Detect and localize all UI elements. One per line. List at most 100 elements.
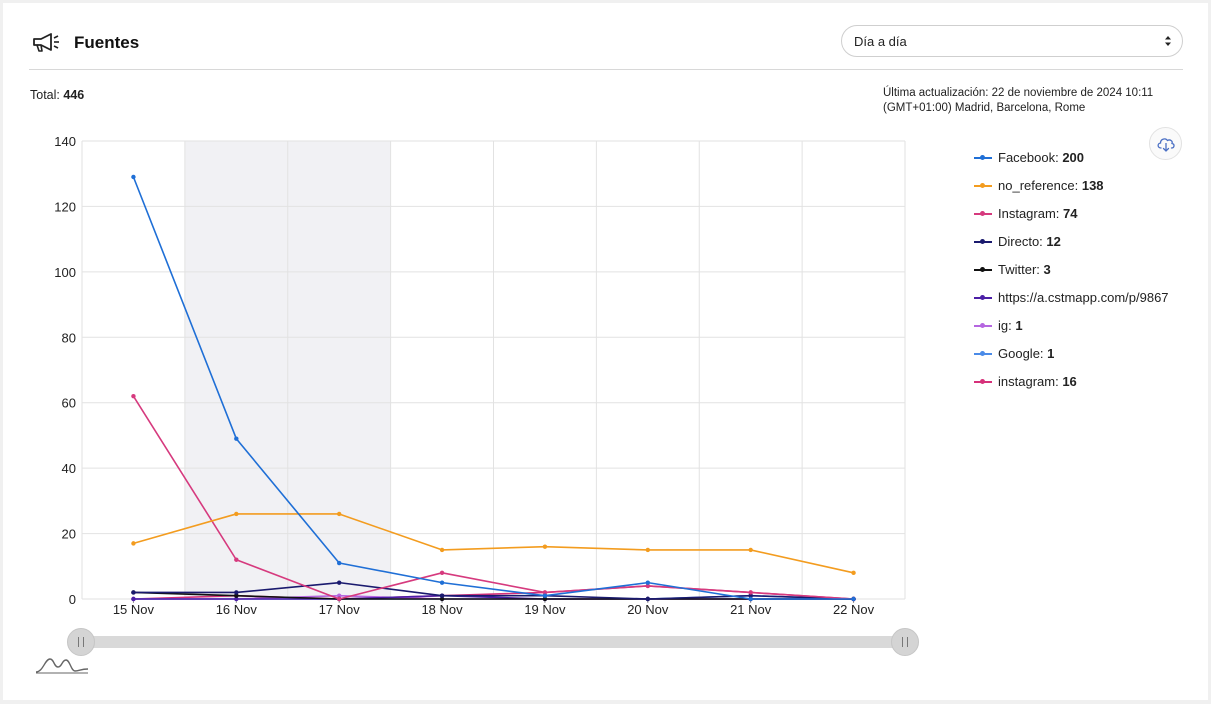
data-point	[645, 596, 651, 602]
legend-series-total: 12	[1046, 234, 1061, 249]
legend-series-name: Twitter:	[998, 262, 1044, 277]
x-tick-label: 16 Nov	[216, 602, 258, 617]
y-tick-label: 20	[62, 527, 76, 542]
y-tick-label: 60	[62, 396, 76, 411]
legend-label: no_reference: 138	[998, 178, 1104, 193]
legend-label: Google: 1	[998, 346, 1054, 361]
data-point	[336, 560, 342, 566]
legend-series-total: 16	[1062, 374, 1077, 389]
card-title: Fuentes	[74, 33, 140, 52]
grip-icon	[902, 637, 908, 647]
x-tick-label: 21 Nov	[730, 602, 772, 617]
data-point	[748, 596, 753, 602]
legend-item[interactable]: Instagram: 74	[971, 203, 1201, 231]
x-tick-label: 19 Nov	[524, 602, 566, 617]
total-value: 446	[63, 88, 85, 102]
legend-item[interactable]: Directo: 12	[971, 231, 1201, 259]
granularity-select[interactable]: Día a día	[841, 25, 1183, 57]
y-tick-label: 0	[69, 592, 76, 607]
data-point	[234, 590, 239, 595]
range-preview-icon	[35, 658, 89, 674]
last-updated-line1: Última actualización: 22 de noviembre de…	[883, 87, 1154, 99]
legend-series-name: Instagram:	[998, 206, 1064, 221]
x-tick-label: 20 Nov	[627, 602, 669, 617]
legend-swatch	[974, 155, 992, 160]
legend-swatch	[974, 239, 992, 244]
legend-item[interactable]: Google: 1	[971, 343, 1201, 371]
legend-swatch	[974, 379, 992, 384]
data-point	[851, 596, 856, 602]
series-line	[133, 513, 854, 574]
legend-series-total: 3	[1043, 262, 1051, 277]
legend-item[interactable]: Twitter: 3	[971, 259, 1201, 287]
y-tick-label: 100	[54, 265, 76, 280]
legend-swatch	[974, 323, 992, 328]
legend-series-total: 1	[1047, 346, 1055, 361]
y-tick-label: 120	[54, 199, 76, 214]
x-tick-label: 22 Nov	[833, 602, 875, 617]
y-tick-label: 140	[54, 134, 76, 149]
data-point	[439, 596, 445, 602]
range-slider-handle-start[interactable]	[67, 628, 95, 656]
legend-series-name: Facebook:	[998, 150, 1063, 165]
legend-label: Directo: 12	[998, 234, 1061, 249]
chart-legend: Facebook: 200 no_reference: 138 Instagram:…	[971, 147, 1201, 399]
data-point	[542, 590, 548, 595]
legend-series-name: instagram:	[998, 374, 1063, 389]
grip-icon	[78, 637, 84, 647]
data-point	[336, 593, 342, 598]
range-slider-track[interactable]	[85, 636, 907, 648]
data-point	[542, 596, 548, 602]
data-point	[131, 590, 136, 595]
series-line	[133, 591, 854, 600]
data-point	[234, 557, 239, 562]
legend-label: Twitter: 3	[998, 262, 1051, 277]
legend-item[interactable]: ig: 1	[971, 315, 1201, 343]
data-point	[131, 596, 136, 602]
x-tick-label: 15 Nov	[113, 602, 155, 617]
data-point	[748, 590, 753, 595]
data-point	[336, 596, 342, 602]
y-tick-label: 40	[62, 461, 76, 476]
legend-swatch	[974, 183, 992, 188]
data-point	[645, 580, 651, 585]
last-updated: Última actualización: 22 de noviembre de…	[883, 86, 1183, 116]
legend-label: https://a.cstmapp.com/p/9867	[998, 290, 1169, 305]
legend-item[interactable]: no_reference: 138	[971, 175, 1201, 203]
data-point	[131, 174, 136, 180]
legend-series-total: 138	[1081, 178, 1104, 193]
legend-series-name: Google:	[998, 346, 1048, 361]
data-point	[439, 580, 445, 585]
x-tick-label: 17 Nov	[319, 602, 361, 617]
legend-item[interactable]: instagram: 16	[971, 371, 1201, 399]
legend-series-name: no_reference:	[998, 178, 1082, 193]
data-point	[336, 511, 342, 517]
legend-series-name: Directo:	[998, 234, 1047, 249]
legend-swatch	[974, 211, 992, 216]
x-tick-label: 18 Nov	[421, 602, 463, 617]
card-header: Fuentes Día a día	[29, 23, 1183, 70]
data-point	[748, 547, 753, 553]
range-slider-handle-end[interactable]	[891, 628, 919, 656]
legend-item[interactable]: Facebook: 200	[971, 147, 1201, 175]
legend-label: instagram: 16	[998, 374, 1077, 389]
data-point	[851, 570, 856, 576]
legend-swatch	[974, 351, 992, 356]
legend-series-name: https://a.cstmapp.com/p/9867	[998, 290, 1169, 305]
legend-label: ig: 1	[998, 318, 1023, 333]
data-point	[336, 580, 342, 585]
select-arrows-icon	[1165, 36, 1171, 46]
download-button[interactable]	[1149, 127, 1182, 160]
series-line	[132, 176, 854, 600]
legend-item[interactable]: https://a.cstmapp.com/p/9867	[971, 287, 1201, 315]
megaphone-icon	[33, 33, 59, 52]
data-point	[542, 593, 548, 598]
series-line	[132, 395, 854, 600]
data-point	[234, 436, 239, 441]
data-point	[234, 593, 239, 598]
data-point	[234, 511, 239, 517]
legend-swatch	[974, 295, 992, 300]
data-point	[234, 596, 239, 602]
data-point	[439, 593, 445, 598]
